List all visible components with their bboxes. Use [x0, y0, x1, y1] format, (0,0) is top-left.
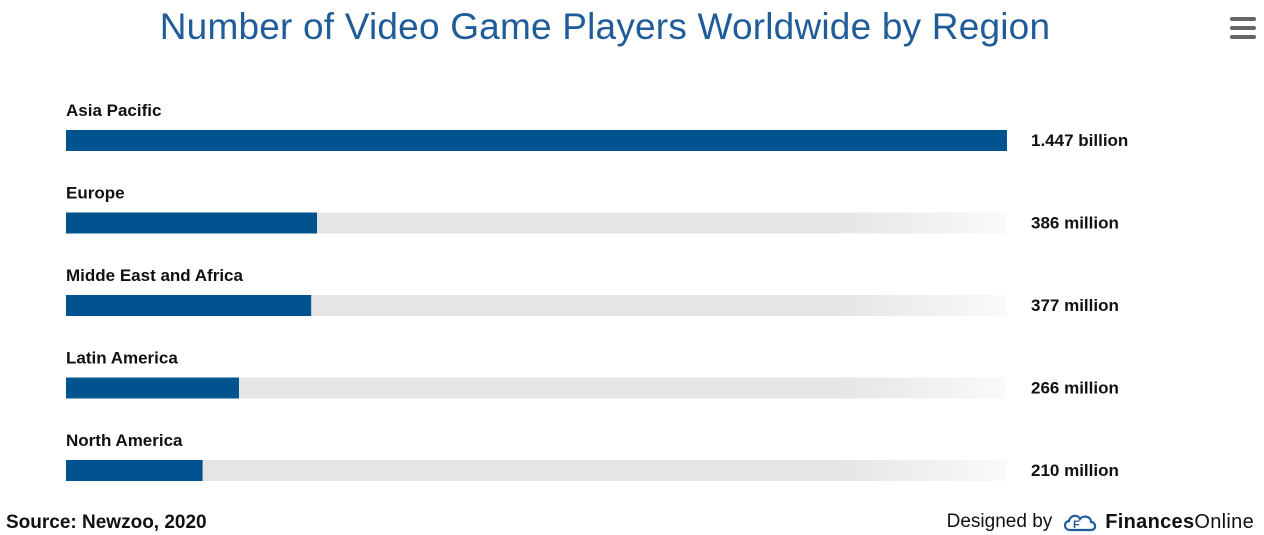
- chart-title: Number of Video Game Players Worldwide b…: [159, 6, 1051, 47]
- financesonline-logo-icon: F: [1064, 514, 1097, 532]
- bar[interactable]: [66, 295, 312, 316]
- bar[interactable]: [66, 212, 318, 234]
- brand-name: FinancesOnline: [1105, 511, 1254, 534]
- category-label: Latin America: [66, 349, 178, 368]
- value-label: 266 million: [1031, 379, 1119, 398]
- value-label: 377 million: [1031, 296, 1119, 315]
- brand-name-part2: Online: [1194, 510, 1254, 533]
- bar-chart: Asia Pacific 1.447 billion Europe 386 milli…: [66, 101, 1128, 481]
- category-label: Asia Pacific: [66, 101, 161, 120]
- designer-credit: Designed by F FinancesOnline: [947, 509, 1254, 535]
- bar[interactable]: [66, 460, 203, 481]
- value-label: 386 million: [1031, 214, 1119, 233]
- category-label: Europe: [66, 184, 125, 203]
- bar-track: [66, 460, 1007, 481]
- bar[interactable]: [66, 130, 1007, 151]
- value-label: 1.447 billion: [1031, 131, 1128, 150]
- designed-by-text: Designed by: [946, 511, 1053, 532]
- category-label: North America: [66, 431, 183, 450]
- svg-text:F: F: [1073, 519, 1080, 531]
- hamburger-menu-icon[interactable]: [1230, 17, 1256, 39]
- bar-track: [66, 377, 1007, 399]
- value-label: 210 million: [1031, 461, 1119, 480]
- category-label: Midde East and Africa: [66, 266, 244, 285]
- source-note: Source: Newzoo, 2020: [6, 512, 207, 533]
- brand-name-part1: Finances: [1105, 510, 1195, 533]
- bar[interactable]: [66, 377, 239, 399]
